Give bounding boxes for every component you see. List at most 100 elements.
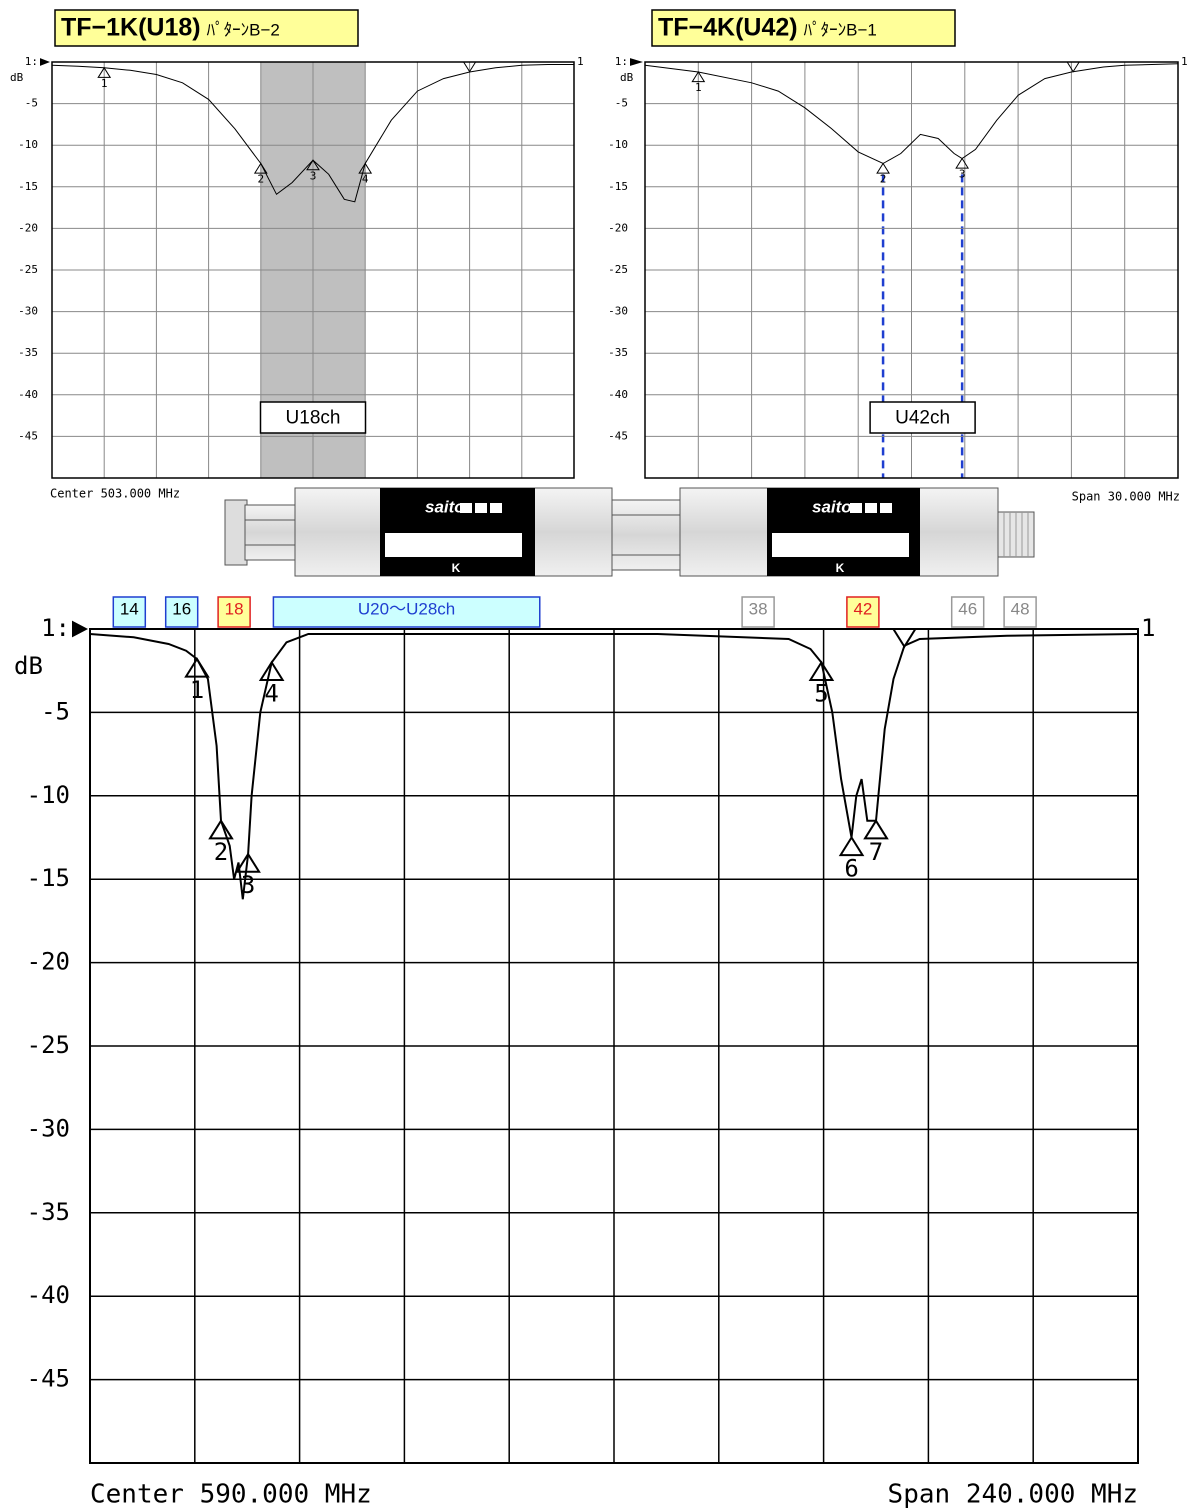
y-tick-label: -35 (27, 1198, 70, 1226)
reference-marker (891, 628, 918, 649)
span-frequency: Span 30.000 MHz (1072, 490, 1180, 504)
channel-tag (950, 596, 985, 628)
channel-tag-label: 14 (120, 599, 139, 618)
reference-arrow (72, 620, 88, 638)
y-tick-label: 1: (25, 55, 38, 68)
title-box (54, 9, 359, 47)
reference-marker (462, 61, 477, 73)
marker-label: 1 (101, 77, 108, 90)
marker (955, 157, 970, 169)
marker-label: 7 (869, 838, 883, 866)
chart-title: TF−4K(U42) (658, 14, 798, 42)
channel-box (869, 401, 976, 434)
reference-arrow (630, 58, 643, 66)
channel-tag-label: 16 (172, 599, 191, 618)
marker (838, 835, 865, 857)
marker-label: 3 (310, 169, 317, 182)
marker (691, 71, 706, 83)
chart-title: TF−1K(U18) (61, 14, 201, 42)
y-tick-label: -5 (615, 97, 628, 110)
channel-tag-label: 48 (1011, 599, 1030, 618)
y-tick-label: -10 (608, 138, 628, 151)
marker-label: 2 (257, 173, 264, 186)
marker (306, 159, 320, 171)
trace (89, 633, 1139, 900)
trace (644, 63, 1179, 165)
channel-tag (272, 596, 541, 628)
device-logo: saito (812, 497, 852, 516)
marker-label: 6 (844, 855, 858, 883)
channel-box-label: U18ch (286, 408, 341, 429)
y-tick-label: -15 (18, 180, 38, 193)
channel-box (259, 401, 367, 434)
y-tick-label: -5 (41, 697, 70, 725)
y-axis-unit: dB (10, 71, 24, 84)
plot-frame (644, 61, 1179, 479)
channel-tag (1003, 596, 1037, 628)
marker-label: 1 (190, 676, 204, 704)
reference-marker (1066, 61, 1081, 73)
channel-tag-label: 46 (958, 599, 977, 618)
marker-label: 4 (362, 173, 369, 186)
marker (208, 818, 234, 840)
channel-tag-label: U20〜U28ch (358, 599, 455, 618)
y-tick-label: -15 (608, 180, 628, 193)
marker-label: 2 (880, 173, 887, 186)
y-tick-label: -45 (18, 429, 38, 442)
marker-label: 5 (814, 679, 828, 707)
channel-tag (112, 596, 147, 628)
y-tick-label: -40 (27, 1281, 70, 1309)
y-tick-label: -35 (608, 346, 628, 359)
center-frequency: Center 590.000 MHz (90, 1480, 372, 1510)
y-tick-label: -30 (27, 1114, 70, 1142)
y-tick-label: -5 (25, 97, 38, 110)
marker-label: 3 (241, 871, 255, 899)
span-frequency: Span 240.000 MHz (888, 1480, 1138, 1510)
channel-tag-label: 38 (749, 599, 768, 618)
trace-label: 1 (1181, 55, 1187, 68)
y-tick-label: -25 (608, 263, 628, 276)
y-tick-label: -10 (27, 781, 70, 809)
y-tick-label: -40 (18, 388, 38, 401)
trace (51, 64, 574, 203)
y-axis-unit: dB (14, 652, 43, 680)
marker-label: 1 (695, 81, 702, 94)
y-tick-label: -25 (18, 263, 38, 276)
y-tick-label: 1: (41, 614, 70, 642)
plot-frame (89, 628, 1139, 1464)
y-tick-label: -35 (18, 346, 38, 359)
y-tick-label: -40 (608, 388, 628, 401)
marker (876, 162, 890, 174)
marker (235, 852, 261, 873)
channel-tag (846, 596, 880, 628)
channel-tag (164, 596, 199, 628)
chart-subtitle: ﾊﾟﾀｰﾝB−2 (207, 20, 280, 39)
plot-frame (51, 61, 575, 479)
marker-label: 3 (959, 168, 966, 181)
marker (253, 162, 268, 174)
y-tick-label: -45 (608, 429, 628, 442)
channel-tag-label: 42 (853, 599, 872, 618)
y-axis-unit: dB (620, 71, 634, 84)
y-tick-label: -15 (27, 864, 70, 892)
y-tick-label: -20 (18, 221, 38, 234)
y-tick-label: -30 (608, 305, 628, 318)
chart-subtitle: ﾊﾟﾀｰﾝB−1 (804, 20, 877, 39)
channel-tag (741, 596, 775, 628)
marker (184, 657, 210, 678)
trace-label: 1 (1141, 614, 1155, 642)
center-frequency: Center 503.000 MHz (50, 487, 180, 501)
y-tick-label: -10 (18, 138, 38, 151)
marker-label: 2 (214, 838, 228, 866)
y-tick-label: 1: (615, 55, 628, 68)
title-box (651, 9, 956, 47)
device-mark: K (836, 561, 845, 575)
channel-tag (217, 596, 251, 628)
device-photo (224, 487, 1035, 577)
y-tick-label: -30 (18, 305, 38, 318)
y-tick-label: -20 (27, 948, 70, 976)
marker (808, 660, 835, 681)
marker (358, 162, 373, 174)
